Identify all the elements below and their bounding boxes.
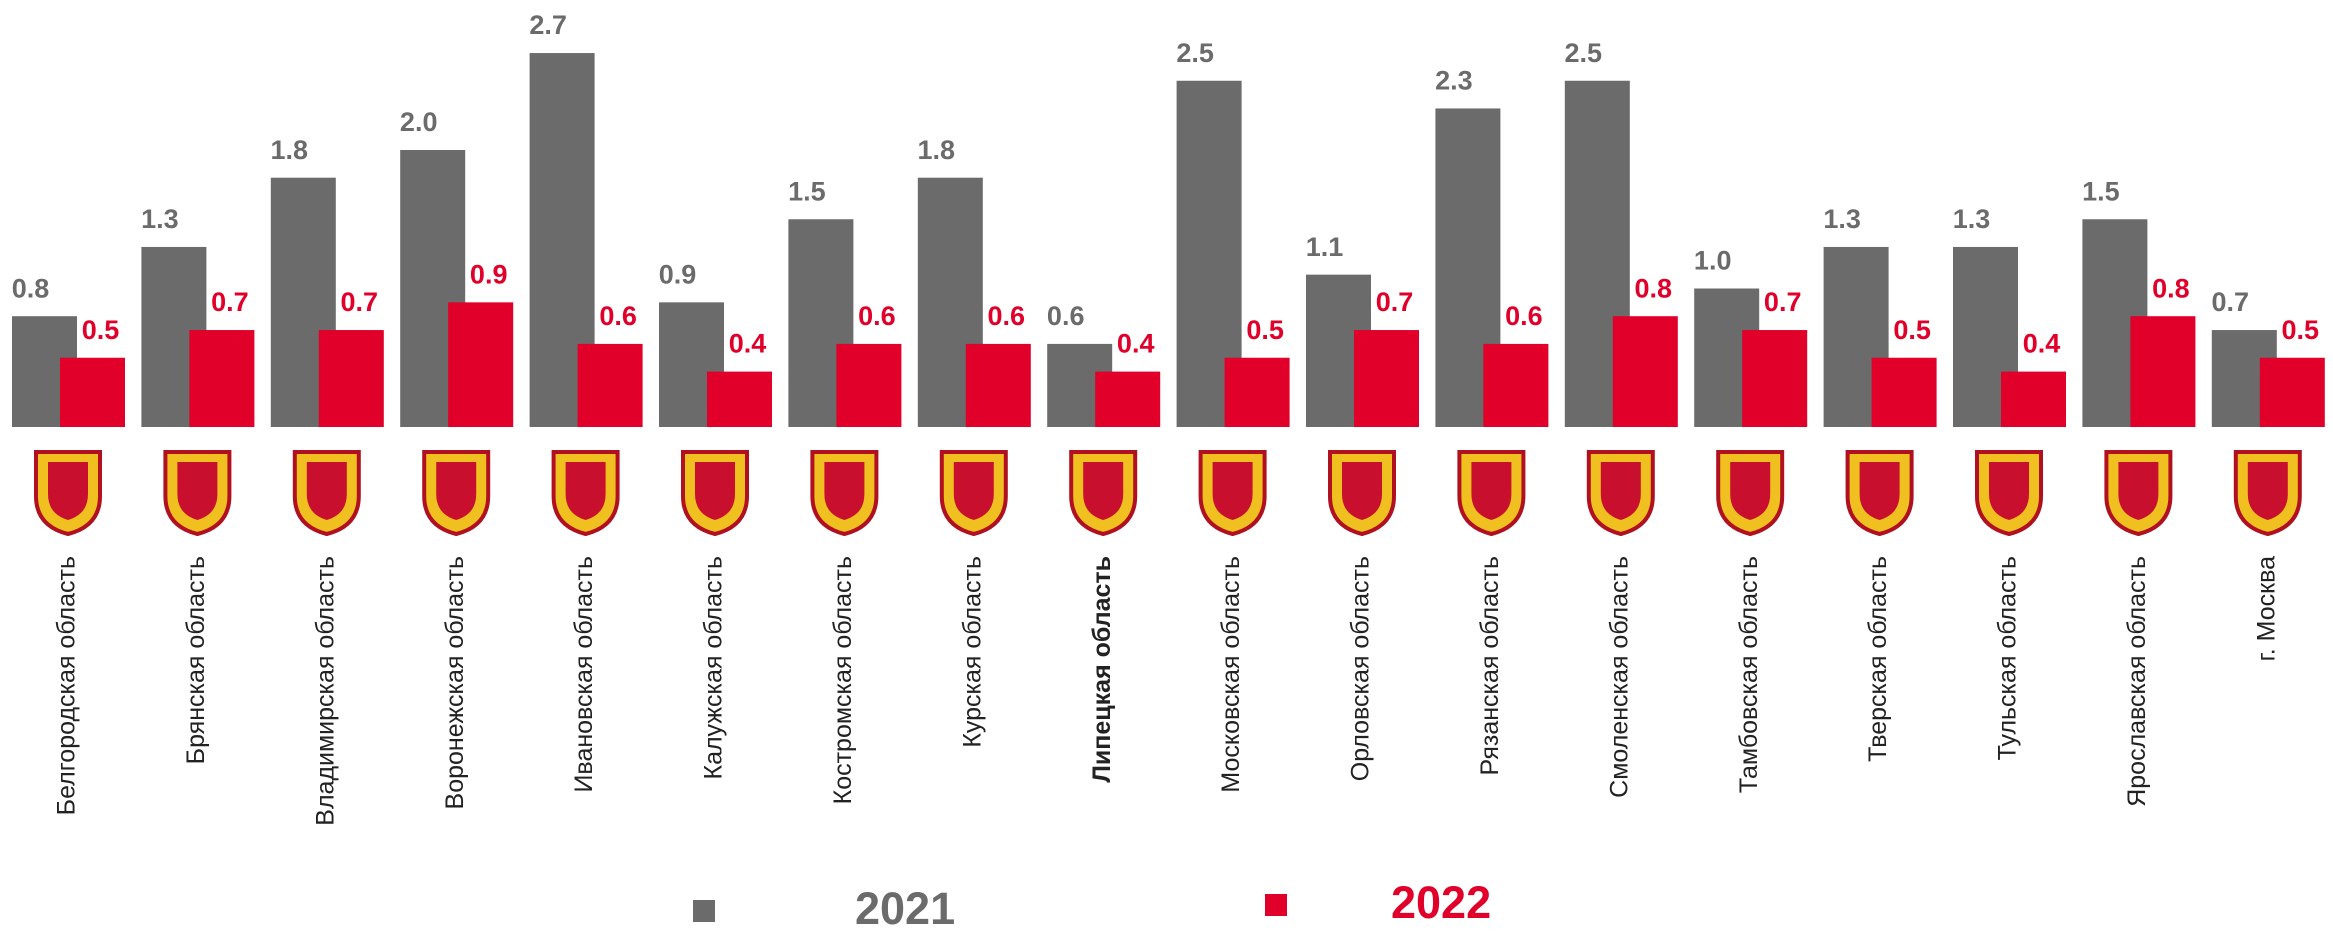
value-label: 0.4 (729, 329, 767, 359)
category-label: Рязанская область (1476, 556, 1504, 776)
bar (2259, 357, 2325, 427)
value-label: 0.6 (1047, 301, 1085, 331)
coat-of-arms-inner (2247, 462, 2288, 520)
category-label: Тульская область (1994, 556, 2022, 760)
value-label: 1.3 (141, 204, 179, 234)
coat-of-arms-inner (436, 462, 477, 520)
coat-of-arms-inner (1471, 462, 1512, 520)
value-label: 1.1 (1306, 232, 1344, 262)
coat-of-arms-inner (1083, 462, 1124, 520)
bar (836, 343, 902, 427)
value-label: 0.5 (1246, 315, 1284, 345)
bar (577, 343, 643, 427)
bar (1483, 343, 1549, 427)
value-label: 0.7 (1376, 287, 1414, 317)
value-label: 0.4 (1117, 329, 1155, 359)
bar (2130, 316, 2196, 427)
legend-swatch (693, 900, 715, 922)
category-label: Калужская область (700, 556, 728, 780)
bar (1095, 371, 1161, 427)
coat-of-arms-inner (565, 462, 606, 520)
value-label: 1.8 (918, 135, 956, 165)
category-label: Тверская область (1864, 556, 1892, 762)
category-label: Липецкая область (1088, 556, 1116, 783)
coat-of-arms-inner (2118, 462, 2159, 520)
legend-label: 2022 (1391, 877, 1491, 928)
category-label: Смоленская область (1605, 556, 1633, 798)
category-label: Костромская область (829, 556, 857, 804)
value-label: 0.6 (599, 301, 637, 331)
value-label: 1.8 (271, 135, 309, 165)
value-label: 0.7 (2212, 287, 2250, 317)
coat-of-arms-inner (1859, 462, 1900, 520)
coat-of-arms-inner (177, 462, 218, 520)
value-label: 0.5 (1893, 315, 1931, 345)
value-label: 2.7 (529, 10, 567, 40)
coat-of-arms-inner (1989, 462, 2029, 520)
value-label: 0.6 (858, 301, 896, 331)
coat-of-arms-inner (824, 462, 865, 520)
value-label: 0.5 (2282, 315, 2320, 345)
category-label: Курская область (958, 556, 986, 748)
bar (965, 343, 1031, 427)
bar (707, 371, 772, 427)
coat-of-arms-inner (953, 462, 994, 520)
bar (448, 302, 514, 427)
value-label: 2.3 (1435, 66, 1473, 96)
coat-of-arms-inner (695, 462, 735, 520)
legend-label: 2021 (855, 883, 955, 932)
category-label: г. Москва (2252, 556, 2280, 661)
category-label: Ярославская область (2123, 556, 2151, 807)
bar (2001, 371, 2066, 427)
category-label: Владимирская область (311, 556, 339, 826)
coat-of-arms-inner (306, 462, 347, 520)
value-label: 0.8 (1635, 273, 1673, 303)
bar (1871, 357, 1937, 427)
value-label: 1.3 (1953, 204, 1991, 234)
value-label: 0.9 (659, 259, 697, 289)
coat-of-arms-inner (1342, 462, 1382, 520)
category-label: Белгородская область (53, 556, 81, 815)
category-label: Ивановская область (570, 556, 598, 793)
value-label: 0.7 (211, 287, 249, 317)
coat-of-arms-inner (1730, 462, 1771, 520)
value-label: 0.6 (1505, 301, 1543, 331)
category-label: Тамбовская область (1735, 556, 1763, 793)
category-label: Орловская область (1347, 556, 1375, 781)
value-label: 0.8 (2152, 273, 2190, 303)
bar (318, 330, 384, 427)
category-label: Брянская область (182, 556, 210, 764)
value-label: 0.9 (470, 259, 508, 289)
bar (189, 330, 255, 427)
value-label: 2.0 (400, 107, 438, 137)
category-label: Московская область (1217, 556, 1245, 793)
value-label: 2.5 (1565, 38, 1603, 68)
bar (1612, 316, 1678, 427)
bar (60, 357, 125, 427)
bar (1742, 330, 1808, 427)
value-label: 1.0 (1694, 246, 1732, 276)
value-label: 0.7 (341, 287, 379, 317)
value-label: 0.6 (988, 301, 1026, 331)
bar (1224, 357, 1290, 427)
value-label: 0.7 (1764, 287, 1802, 317)
coat-of-arms-inner (1600, 462, 1641, 520)
value-label: 0.8 (12, 273, 50, 303)
legend-swatch (1265, 894, 1287, 916)
bar (1354, 330, 1419, 427)
value-label: 1.3 (1823, 204, 1861, 234)
category-label: Воронежская область (441, 556, 469, 809)
coat-of-arms-inner (48, 462, 88, 520)
value-label: 1.5 (788, 176, 826, 206)
value-label: 0.4 (2023, 329, 2061, 359)
value-label: 0.5 (82, 315, 120, 345)
value-label: 2.5 (1176, 38, 1214, 68)
value-label: 1.5 (2082, 176, 2120, 206)
coat-of-arms-inner (1212, 462, 1253, 520)
